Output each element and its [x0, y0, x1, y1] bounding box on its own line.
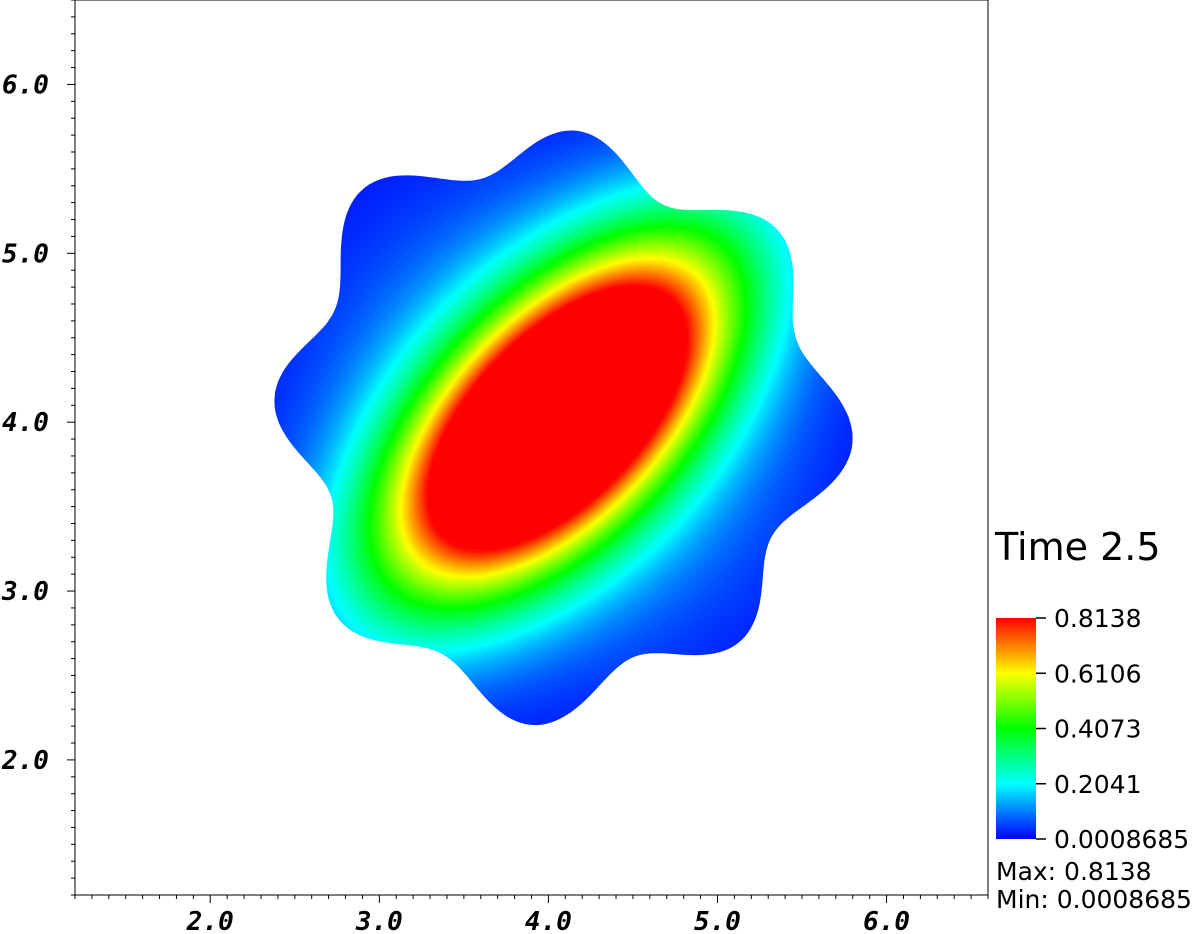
x-tick-label: 6.0 — [863, 907, 910, 934]
x-tick-label: 5.0 — [694, 907, 741, 934]
x-tick-label: 4.0 — [525, 907, 572, 934]
legend-title: Time 2.5 — [994, 525, 1161, 569]
legend-min-label: Min: 0.0008685 — [996, 885, 1192, 914]
y-tick-label: 6.0 — [2, 70, 49, 100]
y-tick-label: 2.0 — [1, 746, 49, 776]
y-tick-label: 4.0 — [2, 408, 49, 438]
legend-ticks: 0.8138 0.6106 0.4073 0.2041 0.0008685 — [1036, 604, 1189, 854]
y-tick-label: 3.0 — [1, 577, 49, 607]
legend-max-label: Max: 0.8138 — [996, 857, 1152, 886]
y-tick-label: 5.0 — [2, 239, 49, 269]
legend-label: 0.0008685 — [1054, 825, 1189, 854]
legend-label: 0.4073 — [1054, 715, 1141, 744]
legend-label: 0.2041 — [1054, 770, 1141, 799]
y-axis: 2.0 3.0 4.0 5.0 6.0 — [1, 0, 75, 896]
legend-label: 0.8138 — [1054, 604, 1141, 633]
legend-color-bar — [996, 618, 1036, 839]
x-axis: 2.0 3.0 4.0 5.0 6.0 — [74, 895, 989, 934]
x-tick-label: 3.0 — [355, 907, 403, 934]
x-tick-label: 2.0 — [186, 907, 234, 934]
legend-label: 0.6106 — [1054, 659, 1141, 688]
